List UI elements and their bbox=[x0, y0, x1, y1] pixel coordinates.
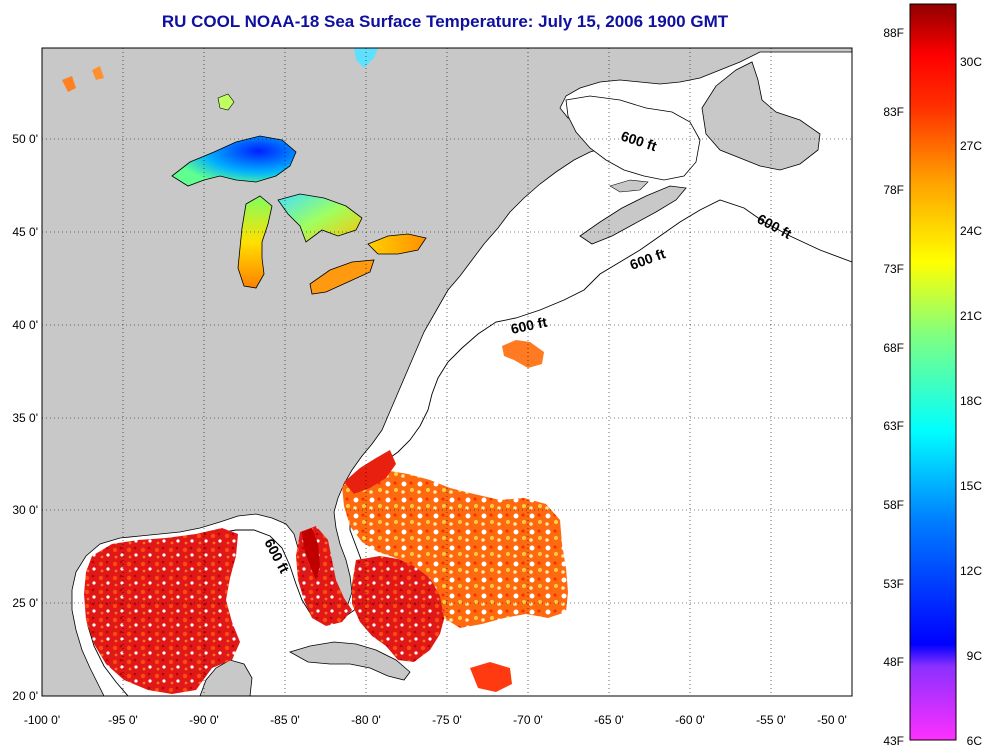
lon-tick-label: -55 0' bbox=[756, 713, 786, 727]
atlantic-sst bbox=[342, 470, 568, 628]
gulf-st-lawrence bbox=[565, 95, 701, 181]
lake-huron bbox=[277, 193, 363, 243]
lake-nipigon bbox=[217, 93, 235, 111]
colorbar-c-label: 15C bbox=[960, 479, 982, 493]
grid-lines bbox=[42, 48, 852, 696]
hispaniola-sst bbox=[470, 662, 512, 692]
lat-tick-label: 20 0' bbox=[12, 689, 38, 703]
lon-tick-label: -70 0' bbox=[513, 713, 543, 727]
lat-tick-label: 45 0' bbox=[12, 225, 38, 239]
lon-axis: -100 0' -95 0' -90 0' -85 0' -80 0' -75 … bbox=[24, 713, 847, 727]
colorbar-c-label: 12C bbox=[960, 564, 982, 578]
depth-label: 600 ft bbox=[509, 314, 548, 337]
colorbar-gradient bbox=[909, 3, 957, 741]
colorbar-c-label: 24C bbox=[960, 224, 982, 238]
hudson-bay-edge bbox=[354, 48, 378, 68]
colorbar-f-label: 73F bbox=[883, 262, 904, 276]
lon-tick-label: -65 0' bbox=[594, 713, 624, 727]
colorbar-f-label: 58F bbox=[883, 498, 904, 512]
nova-scotia-land bbox=[579, 185, 687, 245]
north-america-land bbox=[42, 48, 852, 696]
lon-tick-label: -80 0' bbox=[351, 713, 381, 727]
lake-superior bbox=[171, 135, 297, 187]
lat-tick-label: 30 0' bbox=[12, 503, 38, 517]
colorbar-f-label: 83F bbox=[883, 105, 904, 119]
colorbar-f-label: 63F bbox=[883, 419, 904, 433]
lon-tick-label: -95 0' bbox=[108, 713, 138, 727]
colorbar-f-label: 88F bbox=[883, 26, 904, 40]
lat-tick-label: 35 0' bbox=[12, 411, 38, 425]
colorbar-c-label: 27C bbox=[960, 139, 982, 153]
colorbar-f-label: 68F bbox=[883, 341, 904, 355]
florida-inner-sst bbox=[302, 528, 320, 580]
lat-tick-label: 50 0' bbox=[12, 132, 38, 146]
midatlantic-sst bbox=[502, 340, 544, 368]
island-land bbox=[609, 179, 649, 193]
carolina-sst bbox=[344, 450, 396, 494]
lat-axis: 20 0' 25 0' 30 0' 35 0' 40 0' 45 0' 50 0… bbox=[12, 132, 38, 703]
colorbar-c-label: 21C bbox=[960, 309, 982, 323]
yucatan-land bbox=[199, 659, 253, 696]
colorbar-c-label: 9C bbox=[967, 649, 983, 663]
bahamas-sst bbox=[352, 556, 446, 662]
colorbar-f-label: 78F bbox=[883, 183, 904, 197]
colorbar-c-label: 18C bbox=[960, 394, 982, 408]
map-frame bbox=[41, 47, 853, 697]
colorbar-f-label: 43F bbox=[883, 734, 904, 748]
map-title: RU COOL NOAA-18 Sea Surface Temperature:… bbox=[161, 12, 729, 31]
colorbar: 88F 83F 78F 73F 68F 63F 58F 53F 48F 43F … bbox=[883, 3, 983, 748]
lake-ontario bbox=[367, 233, 427, 255]
lake-small-patch bbox=[92, 66, 104, 80]
colorbar-f-label: 48F bbox=[883, 655, 904, 669]
lon-tick-label: -60 0' bbox=[675, 713, 705, 727]
colorbar-f-label: 53F bbox=[883, 577, 904, 591]
lake-erie bbox=[309, 259, 375, 295]
lake-winnipeg-patch bbox=[62, 76, 76, 92]
lake-michigan bbox=[237, 195, 273, 289]
lat-tick-label: 40 0' bbox=[12, 318, 38, 332]
lon-tick-label: -100 0' bbox=[24, 713, 60, 727]
lon-tick-label: -90 0' bbox=[189, 713, 219, 727]
lat-tick-label: 25 0' bbox=[12, 596, 38, 610]
cuba-land bbox=[288, 641, 411, 681]
lon-tick-label: -75 0' bbox=[432, 713, 462, 727]
colorbar-c-label: 6C bbox=[967, 734, 983, 748]
lon-tick-label: -85 0' bbox=[270, 713, 300, 727]
colorbar-c-label: 30C bbox=[960, 55, 982, 69]
newfoundland-land bbox=[701, 61, 821, 171]
lon-tick-label: -50 0' bbox=[817, 713, 847, 727]
